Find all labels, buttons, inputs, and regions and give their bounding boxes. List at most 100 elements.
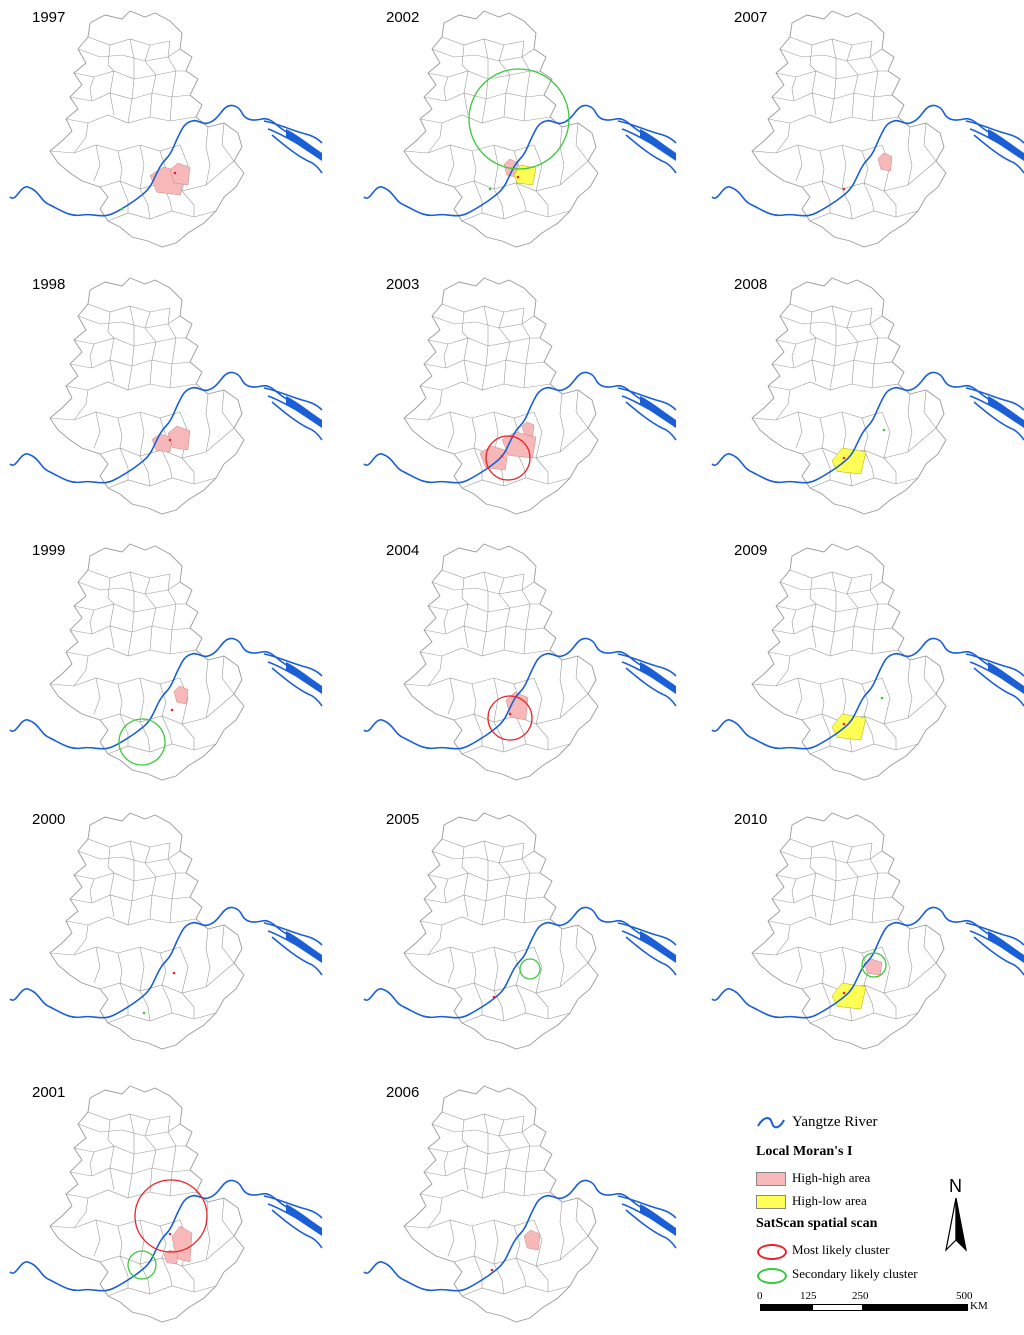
county-boundary [481, 305, 489, 391]
province-outline [403, 812, 599, 1050]
cluster-center-green [882, 428, 886, 432]
county-boundary [809, 210, 919, 222]
yangtze-river [9, 637, 309, 750]
county-boundary [167, 40, 177, 122]
yangtze-estuary [286, 662, 322, 694]
yangtze-river-branch [625, 1209, 677, 1249]
yangtze-river-branch [271, 667, 323, 707]
county-boundary [481, 1113, 489, 1199]
year-label: 2001 [32, 1084, 66, 1101]
county-boundary [795, 677, 803, 715]
map-panel-1997: 1997 [9, 5, 340, 260]
map-2007 [711, 10, 1024, 248]
yangtze-river [711, 104, 1011, 217]
yangtze-river [711, 637, 1011, 750]
county-boundary [791, 76, 797, 102]
yangtze-estuary [640, 662, 676, 694]
county-boundary [533, 411, 549, 484]
county-boundary [461, 1285, 571, 1297]
county-boundary [881, 946, 897, 1019]
county-boundary [221, 655, 235, 695]
year-label: 2003 [386, 276, 420, 293]
cluster-center-red [500, 454, 504, 458]
cluster-center-green [488, 187, 492, 191]
county-boundary [809, 577, 817, 649]
county-boundary [93, 946, 101, 984]
cluster-center-green [142, 1011, 146, 1015]
county-boundary [89, 609, 95, 635]
county-boundary [139, 1219, 151, 1295]
county-boundary [427, 924, 443, 956]
high-high-area [163, 1249, 179, 1265]
legend-secondary-label: Secondary likely cluster [792, 1266, 918, 1281]
yangtze-estuary [988, 662, 1024, 694]
province-outline [49, 277, 245, 515]
high-high-area [523, 1229, 541, 1251]
yangtze-river-branch [617, 387, 677, 411]
county-boundary [221, 1197, 235, 1237]
yangtze-river [9, 104, 309, 217]
province-outline [403, 543, 599, 781]
county-boundary [447, 946, 455, 984]
county-boundary [493, 144, 505, 220]
county-boundary [829, 38, 837, 124]
north-label: N [949, 1176, 962, 1196]
scale-bar: 0 125 250 500 KM [752, 1290, 1022, 1320]
county-boundary [167, 573, 177, 655]
cluster-center-red [170, 708, 174, 712]
map-panel-2005: 2005 [363, 807, 694, 1062]
county-boundary [127, 571, 135, 657]
county-boundary [144, 577, 157, 651]
yangtze-river [711, 371, 1011, 484]
county-boundary [461, 846, 469, 918]
county-boundary [179, 144, 195, 217]
county-boundary [869, 40, 879, 122]
county-boundary [127, 38, 135, 124]
county-boundary [795, 411, 803, 449]
county-boundary [205, 659, 211, 719]
county-boundary [869, 842, 879, 924]
yangtze-river-branch [271, 1209, 323, 1249]
yangtze-river-branch [263, 653, 323, 677]
secondary-cluster [118, 718, 166, 766]
county-boundary [493, 1219, 505, 1295]
yangtze-river-branch [263, 1195, 323, 1219]
yangtze-estuary [640, 396, 676, 428]
yangtze-river-branch [973, 936, 1024, 976]
high-high-area [173, 685, 189, 705]
county-boundary [829, 571, 837, 657]
province-outline [751, 812, 947, 1050]
yangtze-river-branch [271, 936, 323, 976]
yangtze-river-branch [617, 653, 677, 677]
yangtze-river [363, 906, 663, 1019]
yangtze-river-branch [625, 936, 677, 976]
scale-tick-500: 500 [956, 1290, 973, 1302]
yangtze-river-branch [965, 922, 1024, 946]
county-boundary [107, 311, 115, 383]
county-boundary [791, 609, 797, 635]
yangtze-river-branch [625, 134, 677, 174]
county-boundary [513, 1225, 527, 1287]
county-boundary [89, 1151, 95, 1177]
map-2003 [363, 277, 677, 515]
county-boundary [513, 952, 527, 1014]
county-boundary [89, 343, 95, 369]
scale-seg-1 [760, 1304, 814, 1311]
yangtze-estuary [988, 129, 1024, 161]
cluster-center-green [120, 207, 124, 211]
high-high-area [501, 431, 537, 459]
county-boundary [221, 389, 235, 429]
cluster-center-red [508, 712, 512, 716]
scale-seg-2 [812, 1304, 864, 1311]
cluster-center-red [842, 187, 846, 191]
county-boundary [907, 126, 913, 186]
county-boundary [846, 44, 859, 118]
map-2000 [9, 812, 323, 1050]
county-boundary [575, 1197, 589, 1237]
county-boundary [533, 677, 549, 750]
year-label: 2006 [386, 1084, 420, 1101]
county-boundary [139, 144, 151, 220]
yangtze-river-branch [271, 401, 323, 441]
county-boundary [447, 677, 455, 715]
map-1999 [9, 543, 323, 781]
